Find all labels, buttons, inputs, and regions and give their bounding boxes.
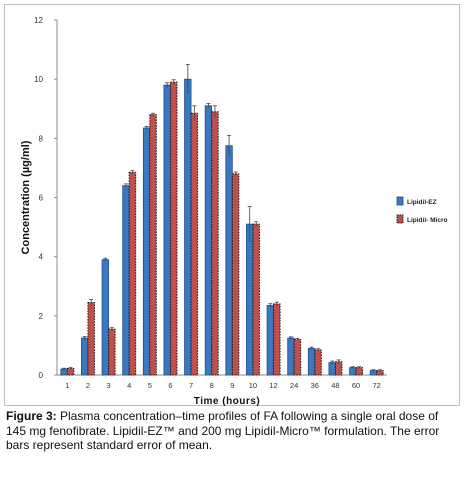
- y-tick-label: 8: [39, 134, 44, 143]
- y-tick-label: 0: [39, 371, 44, 380]
- bar-lipidil-ez: [204, 105, 213, 376]
- x-tick-label: 60: [352, 381, 360, 390]
- bar-lipidil-ez: [246, 223, 254, 376]
- x-tick-label: 24: [290, 381, 298, 390]
- bar-lipidil-micro: [293, 339, 302, 376]
- bar-lipidil-ez: [225, 145, 233, 376]
- x-tick-label: 36: [311, 381, 319, 390]
- legend-swatch-lipidil-micro: [396, 214, 404, 224]
- x-tick-label: 5: [148, 381, 152, 390]
- x-tick-label: 6: [168, 381, 172, 390]
- bar-lipidil-micro: [128, 171, 137, 376]
- y-tick-label: 2: [39, 312, 44, 321]
- chart-frame: 0 2 4 6 8 10 12 Concentration (µg/ml) 1 2 3 4 5 6 7 8 9 1…: [4, 4, 460, 407]
- y-tick-label: 12: [34, 16, 43, 25]
- bar-lipidil-ez: [287, 337, 295, 376]
- figure-caption: Figure 3: Plasma concentration–time prof…: [6, 409, 458, 453]
- bar-lipidil-micro: [149, 114, 157, 376]
- y-tick-label: 6: [39, 194, 44, 203]
- bar-lipidil-ez: [101, 259, 109, 376]
- bar-lipidil-micro: [314, 349, 322, 376]
- bar-lipidil-ez: [184, 78, 192, 376]
- x-tick-label: 3: [106, 381, 110, 390]
- x-tick-label: 8: [210, 381, 214, 390]
- x-axis-title: Time (hours): [194, 396, 260, 407]
- bar-lipidil-ez: [122, 185, 130, 376]
- x-tick-label: 2: [86, 381, 90, 390]
- x-tick-label: 9: [230, 381, 234, 390]
- bar-lipidil-micro: [252, 223, 260, 376]
- bar-lipidil-micro: [211, 111, 219, 376]
- legend-label: Lipidil- Micro: [407, 217, 447, 224]
- caption-label: Figure 3:: [6, 409, 57, 423]
- bar-lipidil-micro: [190, 112, 199, 376]
- bar-lipidil-micro: [273, 303, 281, 376]
- x-tick-label: 12: [269, 381, 277, 390]
- bar-lipidil-ez: [81, 337, 89, 376]
- x-tick-label: 7: [189, 381, 193, 390]
- x-tick-label: 72: [373, 381, 381, 390]
- y-axis-title: Concentration (µg/ml): [20, 140, 32, 254]
- y-tick-label: 4: [39, 253, 44, 262]
- bar-lipidil-ez: [307, 347, 316, 376]
- legend-label: Lipidil-EZ: [407, 199, 437, 206]
- x-tick-label: 48: [331, 381, 339, 390]
- bar-lipidil-micro: [87, 302, 95, 376]
- bar-lipidil-ez: [60, 368, 68, 376]
- caption-text: Plasma concentration–time profiles of FA…: [6, 409, 440, 452]
- y-tick-label: 10: [34, 75, 43, 84]
- bar-lipidil-micro: [355, 367, 364, 376]
- bar-lipidil-ez: [142, 127, 151, 376]
- bar-lipidil-ez: [266, 305, 274, 376]
- x-tick-label: 4: [127, 381, 131, 390]
- bar-lipidil-ez: [328, 362, 336, 376]
- bar-lipidil-micro: [108, 328, 116, 376]
- bar-lipidil-micro: [169, 81, 178, 376]
- bar-lipidil-ez: [349, 367, 357, 376]
- bar-lipidil-micro: [66, 367, 75, 376]
- bar-lipidil-micro: [231, 173, 240, 376]
- x-tick-label: 10: [249, 381, 257, 390]
- x-tick-label: 1: [65, 381, 69, 390]
- bar-lipidil-micro: [334, 361, 343, 376]
- legend-swatch-lipidil-ez: [396, 196, 404, 206]
- bar-lipidil-ez: [163, 84, 171, 376]
